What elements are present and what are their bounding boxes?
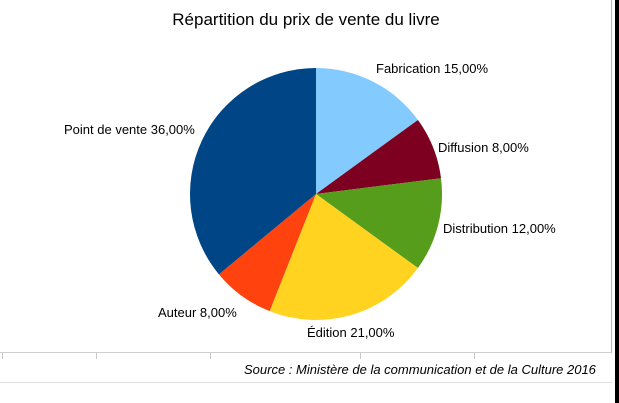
grid-tick	[360, 353, 361, 359]
grid-tick	[210, 353, 211, 359]
pie-chart	[190, 68, 443, 320]
pie-slice-auteur	[218, 194, 316, 312]
pie-slice-diffusion	[316, 119, 442, 194]
slice-label-fabrication: Fabrication 15,00%	[376, 61, 489, 76]
pie-slice-point-de-vente	[190, 68, 316, 275]
slice-label-distribution: Distribution 12,00%	[443, 221, 556, 236]
grid-tick	[2, 353, 3, 359]
grid-tick	[474, 353, 475, 359]
divider	[0, 382, 612, 383]
slice-label-point-de-vente: Point de vente 36,00%	[64, 122, 195, 137]
pie-slice-distribution	[316, 178, 443, 269]
pie-slice-fabrication	[316, 68, 418, 194]
pie-slice-edition	[269, 194, 418, 320]
source-note: Source : Ministère de la communication e…	[244, 362, 596, 377]
slice-label-auteur: Auteur 8,00%	[158, 305, 237, 320]
grid-tick	[96, 353, 97, 359]
chart-title: Répartition du prix de vente du livre	[172, 10, 440, 29]
slice-label-edition: Édition 21,00%	[307, 325, 395, 340]
slice-label-diffusion: Diffusion 8,00%	[438, 140, 529, 155]
window-edge	[615, 0, 619, 403]
